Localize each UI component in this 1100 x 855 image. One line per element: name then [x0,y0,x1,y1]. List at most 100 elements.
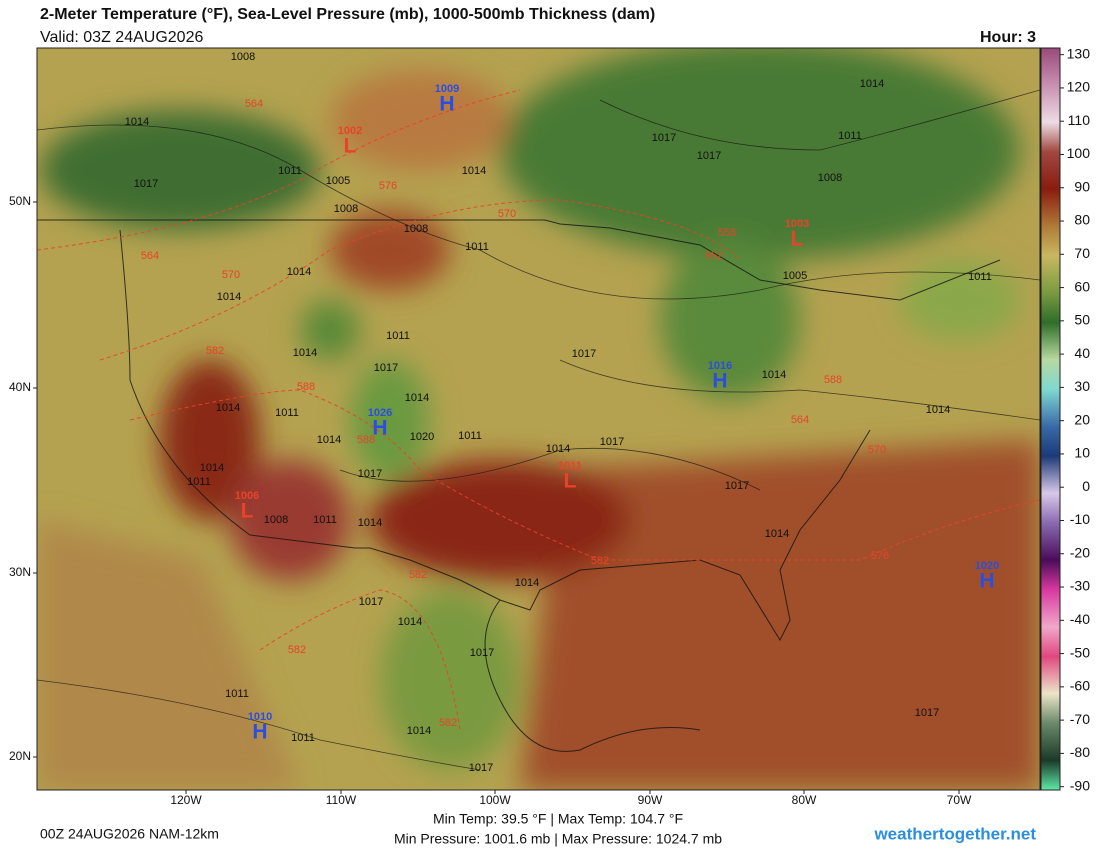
isobar-label: 1014 [405,392,429,404]
thickness-label: 582 [288,644,306,656]
pressure-center-value: 1026 [368,407,392,419]
isobar-label: 1017 [725,480,749,492]
isobar-label: 1017 [600,436,624,448]
pressure-center-value: 1002 [338,125,362,137]
thickness-label: 570 [498,208,516,220]
isobar-label: 1014 [515,577,539,589]
isobar-label: 1011 [313,514,337,526]
colorbar-label: 130 [1067,45,1091,61]
pressure-center-value: 1006 [235,490,259,502]
isobar-label: 1014 [200,462,224,474]
isobar-label: 1014 [546,443,570,455]
thickness-label: 588 [824,374,842,386]
isobar-label: 1014 [293,347,317,359]
isobar-label: 1017 [359,596,383,608]
isobar-label: 1014 [317,434,341,446]
lon-label: 80W [792,793,817,807]
colorbar-label: 60 [1074,278,1090,294]
isobar-label: 1014 [358,517,382,529]
colorbar-label: -10 [1070,511,1090,527]
isobar-label: 1014 [398,616,422,628]
lon-label: 120W [170,793,202,807]
colorbar-label: 50 [1074,312,1090,328]
isobars [37,89,1040,771]
colorbar-label: -80 [1070,744,1090,760]
isobar-label: 1017 [470,647,494,659]
pressure-center-symbol: L [791,228,804,251]
isobar-label: 1017 [572,348,596,360]
colorbar-label: -40 [1070,611,1090,627]
colorbar-label: 120 [1067,79,1091,95]
isobar-label: 1011 [225,688,249,700]
pressure-center-symbol: L [241,500,254,523]
isobar-label: 1011 [278,165,302,177]
lon-label: 90W [638,793,663,807]
isobar-label: 1005 [326,175,350,187]
pressure-center-symbol: H [252,721,267,744]
lat-label: 20N [9,749,31,763]
isobar-label: 1011 [275,407,299,419]
isobar-label: 1008 [231,51,255,63]
thickness-label: 564 [245,98,263,110]
isobar-label: 1005 [783,270,807,282]
valid-time: Valid: 03Z 24AUG2026 [40,29,203,46]
thickness-label: 582 [206,345,224,357]
site-link[interactable]: weathertogether.net [873,824,1036,843]
isobar-label: 1011 [291,732,315,744]
thickness-label: 582 [439,717,457,729]
thickness-label: 564 [791,414,809,426]
lat-label: 50N [9,194,31,208]
isobar-label: 1011 [838,130,862,142]
lon-label: 110W [326,793,357,807]
colorbar-label: -50 [1070,644,1090,660]
isobar-label: 1017 [652,132,676,144]
colorbar-label: 40 [1074,345,1090,361]
colorbar-label: -20 [1070,544,1090,560]
thickness-label: 570 [868,444,886,456]
thickness-label: 588 [357,434,375,446]
colorbar-label: 100 [1067,145,1091,161]
isobar-label: 1014 [125,116,149,128]
isobar-label: 1008 [818,172,842,184]
model-run: 00Z 24AUG2026 NAM-12km [40,826,219,842]
isobar-label: 1014 [287,266,311,278]
thickness-label: 570 [222,269,240,281]
thickness-label: 576 [379,180,397,192]
isobar-label: 1011 [465,241,489,253]
isobar-label: 1017 [134,178,158,190]
isobar-label: 1014 [926,404,950,416]
isobar-label: 1008 [334,203,358,215]
isobar-label: 1020 [410,431,434,443]
pressure-center-value: 1009 [435,83,459,95]
isobar-label: 1017 [915,707,939,719]
pressure-center-symbol: H [712,370,727,393]
thickness-label: 582 [409,569,427,581]
borders [37,219,1001,752]
isobar-label: 1017 [697,150,721,162]
thickness-label: 582 [591,555,609,567]
colorbar-label: 90 [1074,178,1090,194]
thickness-label: 564 [141,250,159,262]
thickness-label: 552 [705,250,723,262]
colorbar [1040,47,1061,791]
thickness-contours [37,89,1040,731]
isobar-label: 1014 [217,291,241,303]
lon-label: 70W [947,793,972,807]
thickness-label: 588 [297,381,315,393]
isobar-label: 1011 [386,330,410,342]
temperature-field [37,48,1040,790]
pressure-center-value: 1010 [248,711,272,723]
isobar-label: 1008 [264,514,288,526]
colorbar-label: -90 [1070,777,1090,793]
isobar-label: 1011 [458,430,482,442]
title: 2-Meter Temperature (°F), Sea-Level Pres… [40,6,655,23]
colorbar-label: 0 [1082,478,1090,494]
map-frame [36,47,1041,791]
isobar-label: 1014 [762,369,786,381]
forecast-hour: Hour: 3 [980,29,1036,46]
isobar-label: 1008 [404,223,428,235]
pressure-center-symbol: H [439,93,454,116]
colorbar-label: 70 [1074,245,1090,261]
